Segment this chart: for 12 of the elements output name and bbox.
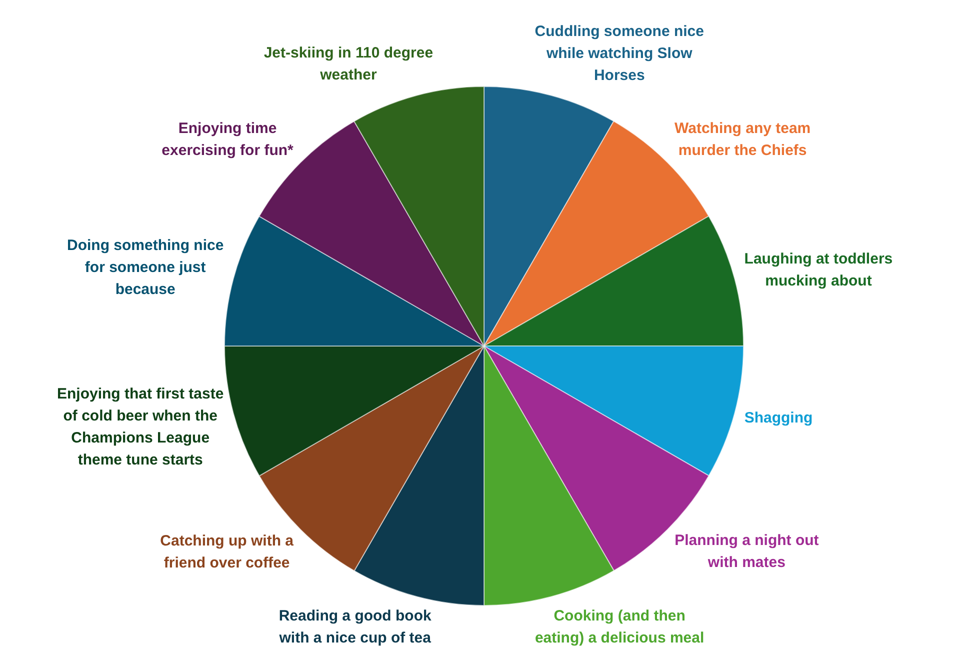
slice-label: Enjoying time exercising for fun*	[162, 120, 294, 160]
slice-label: Planning a night out with mates	[674, 532, 819, 572]
slice-label: Watching any team murder the Chiefs	[674, 120, 811, 159]
slice-label: Catching up with a friend over coffee	[160, 532, 294, 572]
slice-label: Doing something nice for someone just because	[66, 236, 224, 298]
slice-label: Cooking (and then eating) a delicious meal	[534, 608, 704, 647]
slice-label: Reading a good book with a nice cup of tea	[278, 608, 432, 647]
slice-label: Shagging	[744, 410, 813, 427]
slice-label: Enjoying that first taste of cold beer when the Champions League theme tune starts	[57, 385, 224, 468]
slice-label: Jet-skiing in 110 degree weather	[264, 44, 434, 84]
slice-label: Cuddling someone nice while watching Slow Horses	[534, 22, 704, 84]
slice-label: Laughing at toddlers mucking about	[744, 250, 893, 290]
